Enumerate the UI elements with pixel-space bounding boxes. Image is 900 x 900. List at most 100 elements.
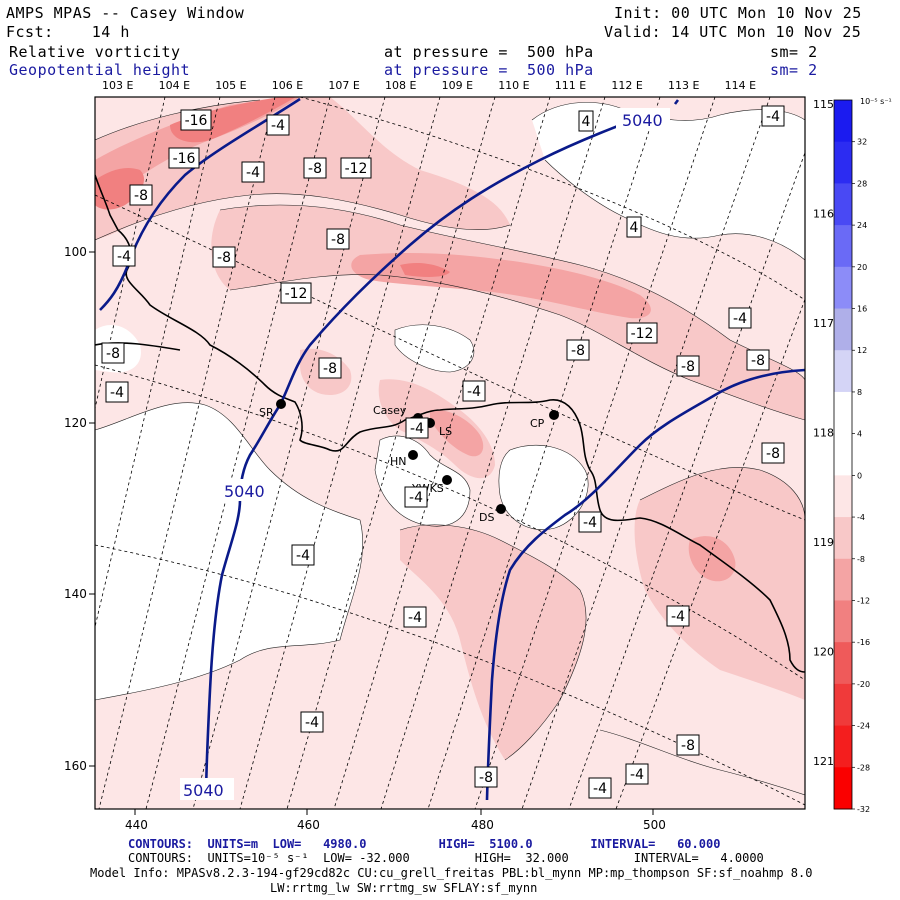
- vorticity-label-box: [761, 105, 785, 127]
- vort-contour: [95, 402, 363, 701]
- top-longitude-label: 108 E: [385, 79, 416, 92]
- vorticity-label: -4: [588, 777, 612, 799]
- x-tick-label: 460: [297, 818, 320, 832]
- vorticity-label: -4: [625, 763, 649, 785]
- colorbar-tick-label: -24: [857, 722, 870, 731]
- vorticity-label-box: [404, 486, 428, 508]
- vorticity-label: -8: [212, 246, 236, 268]
- vorticity-label: 4: [626, 216, 642, 238]
- top-longitude-label: 103 E: [102, 79, 133, 92]
- vorticity-label: -4: [578, 511, 602, 533]
- colorbar-tick-label: -4: [857, 513, 865, 522]
- station-label: HN: [390, 455, 407, 468]
- vorticity-label-box: [625, 763, 649, 785]
- station-cp-dot: [549, 410, 559, 420]
- vorticity-label-box: [300, 711, 324, 733]
- height-label-bg: [220, 479, 274, 501]
- height-label: 5040: [183, 781, 224, 800]
- vorticity-label: -8: [474, 766, 498, 788]
- colorbar-swatch: [834, 433, 852, 476]
- vorticity-label-box: [666, 605, 690, 627]
- top-longitude-label: 110 E: [498, 79, 529, 92]
- footer-model-info: Model Info: MPASv8.2.3-194-gf29cd82c CU:…: [90, 866, 813, 880]
- vorticity-label-box: [280, 282, 312, 304]
- vorticity-label-box: [578, 110, 594, 132]
- vorticity-label-text: -8: [106, 346, 120, 362]
- vorticity-label-text: -4: [630, 767, 644, 783]
- vort-contour: [394, 324, 475, 373]
- station-labels: SR Casey LS CP HN YWKS DS: [259, 404, 545, 524]
- field1-smooth: sm= 2: [770, 43, 818, 61]
- field2-name: Geopotential height: [9, 61, 191, 79]
- meridian-line: [333, 97, 551, 809]
- station-label: Casey: [373, 404, 407, 417]
- vorticity-label: -16: [180, 109, 212, 131]
- vort-contour: [544, 159, 805, 261]
- vorticity-label-box: [676, 734, 700, 756]
- colorbar-tick-label: 32: [857, 138, 867, 147]
- parallel-line: [299, 97, 805, 301]
- colorbar-swatch: [834, 308, 852, 351]
- colorbar-swatch: [834, 225, 852, 268]
- colorbar-swatch: [834, 266, 852, 310]
- vorticity-label: -8: [101, 342, 125, 364]
- vorticity-label-text: -12: [345, 161, 368, 177]
- colorbar-tick-label: 8: [857, 388, 862, 397]
- vorticity-label-box: [566, 339, 590, 361]
- vorticity-label-text: -16: [185, 113, 208, 129]
- x-tick-label: 480: [471, 818, 494, 832]
- height-label-bg: [180, 778, 234, 800]
- vorticity-label: -12: [340, 157, 372, 179]
- vorticity-label-text: -8: [134, 188, 148, 204]
- vorticity-label-box: [746, 349, 770, 371]
- colorbar-swatch: [834, 141, 852, 184]
- y-tick-label: 140: [64, 587, 87, 601]
- vorticity-label-text: -4: [305, 715, 319, 731]
- colorbar-tick-label: -32: [857, 805, 870, 814]
- vorticity-label-text: -4: [766, 109, 780, 125]
- vorticity-label-text: -8: [217, 250, 231, 266]
- top-longitude-label: 112 E: [611, 79, 642, 92]
- colorbar-swatch: [834, 600, 852, 643]
- vort-contour: [219, 204, 805, 381]
- vorticity-label-box: [626, 322, 658, 344]
- vorticity-label-text: -8: [479, 770, 493, 786]
- colorbar-swatch: [834, 725, 852, 768]
- vorticity-label-text: -12: [631, 326, 654, 342]
- height-label: 5040: [622, 111, 663, 130]
- vorticity-label: -4: [403, 606, 427, 628]
- vorticity-label: -8: [566, 339, 590, 361]
- meridian-line: [95, 97, 166, 411]
- x-axis: 440 460 480 500: [125, 809, 666, 832]
- y-tick-label: 100: [64, 245, 87, 259]
- vorticity-label-box: [588, 777, 612, 799]
- vorticity-label-box: [326, 228, 350, 250]
- vorticity-label: -4: [405, 417, 429, 439]
- vorticity-label-text: -8: [751, 353, 765, 369]
- colorbar-swatch: [834, 642, 852, 685]
- vorticity-label-box: [474, 766, 498, 788]
- colorbar-tick-label: -20: [857, 680, 870, 689]
- colorbar-tick-label: -28: [857, 763, 870, 772]
- vort-area-minus8-east: [634, 467, 805, 700]
- vorticity-label-box: [129, 184, 153, 206]
- colorbar-swatch: [834, 350, 852, 393]
- vorticity-label-box: [403, 606, 427, 628]
- vorticity-label: -8: [326, 228, 350, 250]
- top-longitude-label: 105 E: [215, 79, 246, 92]
- top-longitude-label: 111 E: [555, 79, 586, 92]
- colorbar-tick-label: 28: [857, 179, 867, 188]
- footer-vorticity-contours: CONTOURS: UNITS=10⁻⁵ s⁻¹ LOW= -32.000 HI…: [128, 851, 764, 865]
- colorbar-unit: 10⁻⁵ s⁻¹: [860, 97, 892, 106]
- colorbar-tick-label: -16: [857, 638, 870, 647]
- vorticity-label: -12: [626, 322, 658, 344]
- height-label: 5040: [224, 482, 265, 501]
- vorticity-label-box: [462, 380, 486, 402]
- vorticity-label: -4: [105, 381, 129, 403]
- height-labels: 5040 5040 5040: [180, 108, 670, 800]
- vorticity-label-text: -4: [409, 490, 423, 506]
- colorbar-tick-label: 12: [857, 346, 867, 355]
- vorticity-label: -4: [728, 307, 752, 329]
- station-ds-dot: [496, 504, 506, 514]
- vorticity-label-box: [761, 442, 785, 464]
